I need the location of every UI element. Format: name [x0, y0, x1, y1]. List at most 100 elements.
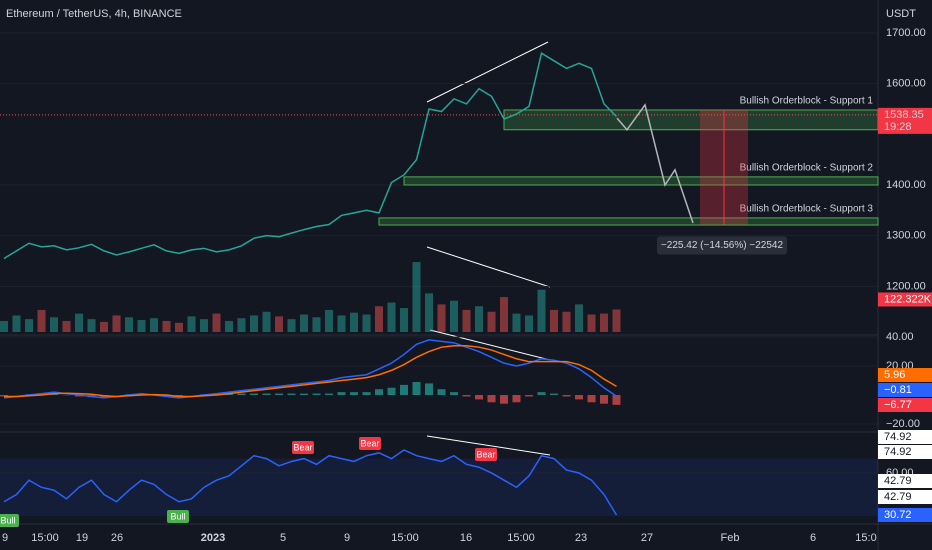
- histogram-bar: [587, 395, 596, 403]
- volume-bar: [462, 309, 471, 332]
- volume-bar: [325, 309, 333, 332]
- volume-bar: [212, 313, 221, 332]
- signal-tag-bg: [475, 448, 497, 461]
- volume-bar: [537, 289, 546, 332]
- orderblock: [503, 109, 879, 131]
- x-tick-label: Feb: [721, 532, 740, 544]
- histogram-bar: [312, 393, 321, 396]
- volume-bar: [62, 320, 71, 332]
- volume-bar: [575, 304, 583, 332]
- signal-label: 5.96: [884, 369, 905, 381]
- volume-bar: [362, 314, 371, 332]
- volume-label: 122.322K: [884, 293, 932, 305]
- volume-bar: [200, 319, 208, 332]
- signal-tag: Bear: [293, 442, 312, 452]
- signal-tag-bg: [359, 437, 381, 450]
- hist-label-bg: [878, 398, 932, 412]
- x-tick-label: 6: [810, 532, 816, 544]
- x-tick-label: 9: [2, 532, 8, 544]
- trend-line: [426, 435, 551, 456]
- volume-bar: [375, 306, 383, 332]
- volume-bar: [287, 319, 296, 332]
- y-tick-label: 1300.00: [886, 230, 926, 242]
- volume-bar: [412, 262, 421, 332]
- histogram-bar: [300, 393, 308, 396]
- level-label: 74.92: [884, 431, 912, 443]
- volume-bar: [275, 316, 283, 332]
- volume-bar: [0, 320, 8, 332]
- volume-bar: [500, 297, 508, 332]
- volume-bar: [100, 321, 108, 332]
- signal-tag: Bear: [476, 449, 495, 459]
- macd-label: −0.81: [884, 384, 912, 396]
- macd-line: [3, 339, 617, 399]
- chart-title: Ethereum / TetherUS, 4h, BINANCE: [6, 8, 182, 20]
- signal-label-bg: [878, 368, 932, 382]
- signal-tag-bg: [167, 510, 189, 523]
- volume-bar: [425, 293, 433, 332]
- rsi-line: [3, 449, 618, 516]
- rsi-band: [0, 458, 878, 517]
- level-label: 42.79: [884, 491, 912, 503]
- x-tick-label: 15:00: [391, 532, 419, 544]
- histogram-bar: [375, 389, 383, 396]
- projection: [616, 103, 694, 224]
- volume-bar: [162, 320, 171, 332]
- macd-label-bg: [878, 383, 932, 397]
- level-label: 74.92: [884, 446, 912, 458]
- level-label-bg: [878, 490, 932, 504]
- histogram-bar: [562, 395, 571, 397]
- signal-tag: Bear: [360, 438, 379, 448]
- histogram-bar: [462, 395, 471, 397]
- trend-line: [426, 246, 551, 288]
- volume-bar: [612, 309, 621, 332]
- price-line: [3, 52, 618, 260]
- volume-bar: [350, 312, 358, 332]
- volume-bar: [250, 315, 258, 332]
- level-label-bg: [878, 474, 932, 488]
- volume-bar: [562, 311, 571, 332]
- histogram-bar: [600, 395, 608, 404]
- y-tick-label: 1400.00: [886, 179, 926, 191]
- volume-bar: [387, 302, 396, 332]
- histogram-bar: [612, 395, 621, 405]
- y-tick-label: −20.00: [886, 418, 920, 430]
- trend-line: [429, 329, 551, 361]
- x-tick-label: 27: [641, 532, 653, 544]
- y-tick-label: 1200.00: [886, 280, 926, 292]
- volume-bar: [337, 315, 346, 332]
- volume-bar: [437, 304, 446, 332]
- histogram-bar: [262, 393, 271, 396]
- histogram-bar: [425, 383, 433, 396]
- histogram-bar: [275, 393, 283, 396]
- x-tick-label: 2023: [201, 532, 225, 544]
- volume-bar: [87, 319, 96, 332]
- volume-bar: [550, 309, 558, 332]
- level-label-bg: [878, 445, 932, 459]
- volume-bar: [400, 308, 408, 332]
- histogram-bar: [400, 384, 408, 396]
- volume-bar: [50, 317, 58, 332]
- x-tick-label: 15:0: [855, 532, 876, 544]
- volume-bar: [525, 315, 533, 332]
- orderblock: [403, 176, 879, 186]
- signal-line: [4, 344, 617, 398]
- histogram-bar: [350, 392, 358, 396]
- level-label: 42.79: [884, 475, 912, 487]
- volume-bar: [450, 300, 458, 332]
- histogram-bar: [550, 393, 558, 396]
- level-label: 30.72: [884, 509, 912, 521]
- histogram-bar: [362, 392, 371, 396]
- x-tick-label: 15:00: [31, 532, 59, 544]
- x-tick-label: 23: [575, 532, 587, 544]
- volume-label-bg: [878, 292, 932, 307]
- layers: 1200.00 1300.00 1400.00 1600.00 1700.00 Bulli…: [0, 27, 932, 544]
- signal-tag-bg: [292, 441, 314, 454]
- orderblock: [378, 217, 879, 226]
- y-tick-label: 40.00: [886, 331, 914, 343]
- histogram-bar: [475, 395, 483, 400]
- histogram-bar: [412, 381, 421, 396]
- volume-bar: [112, 315, 121, 332]
- histogram-bar: [450, 392, 458, 396]
- zone-label: Bullish Orderblock - Support 1: [740, 96, 874, 107]
